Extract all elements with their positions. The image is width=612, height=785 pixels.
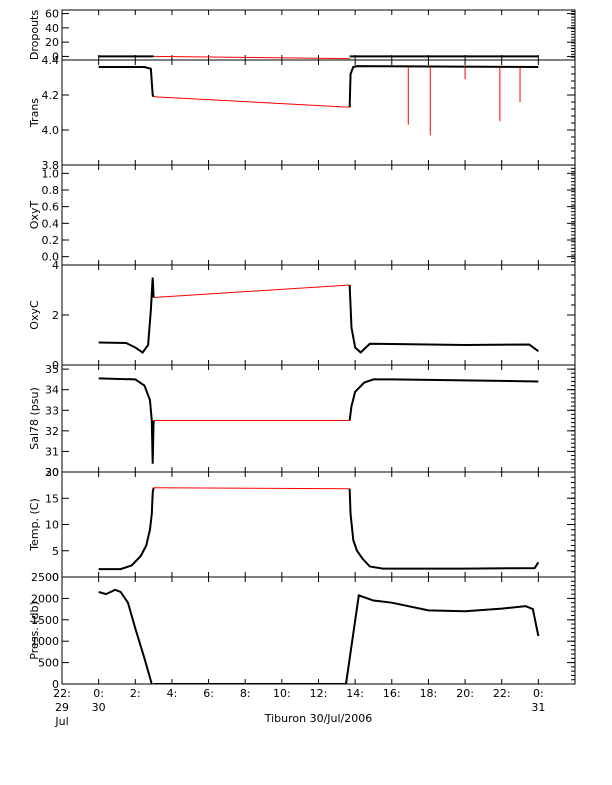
panel-frame-1 [61, 59, 576, 166]
y-axis-label: OxyC [28, 300, 41, 330]
y-tick-label: 15 [45, 492, 59, 505]
y-tick-label: 4.4 [42, 54, 60, 67]
x-tick-label: 2: [130, 687, 141, 700]
y-tick-label: 10 [45, 519, 59, 532]
x-tick-label: 31 [531, 701, 545, 714]
y-tick-label: 35 [45, 363, 59, 376]
x-tick-label: 12: [310, 687, 328, 700]
x-tick-label: 16: [383, 687, 401, 700]
y-axis-label: Dropouts [28, 10, 41, 60]
y-tick-label: 0 [52, 678, 59, 691]
interp-line-0-0 [153, 55, 350, 60]
y-tick-label: 34 [45, 384, 59, 397]
panel-frame-5 [61, 471, 576, 578]
y-tick-label: 0.6 [42, 201, 60, 214]
y-tick-label: 0 [52, 359, 59, 372]
x-tick-label: 0: [533, 687, 544, 700]
y-tick-label: 2 [52, 309, 59, 322]
y-tick-label: 0 [52, 571, 59, 584]
y-tick-label: 1500 [31, 614, 59, 627]
y-tick-label: 40 [45, 22, 59, 35]
series-line-1-1 [348, 65, 539, 108]
y-axis-label: Sal78 (psu) [28, 387, 41, 450]
x-tick-label: 0: [93, 687, 104, 700]
y-axis-label: Trans [28, 98, 41, 128]
series-line-1-0 [98, 66, 155, 98]
y-tick-label: 4.0 [42, 124, 60, 137]
x-tick-label: 4: [167, 687, 178, 700]
y-tick-label: 33 [45, 404, 59, 417]
y-tick-label: 5 [52, 545, 59, 558]
interp-line-3-0 [153, 284, 350, 298]
panel-frame-2 [61, 164, 576, 266]
x-tick-label: 14: [346, 687, 364, 700]
series-line-3-1 [348, 284, 539, 354]
series-line-4-0 [98, 377, 155, 464]
y-tick-label: 0.8 [42, 184, 60, 197]
x-tick-label: 22: [493, 687, 511, 700]
y-tick-label: 2000 [31, 592, 59, 605]
panel-frame-6 [61, 576, 576, 685]
y-tick-label: 0 [52, 50, 59, 63]
series-line-3-0 [98, 277, 155, 354]
y-tick-label: 0.2 [42, 234, 60, 247]
panel-frame-0 [61, 9, 576, 61]
x-tick-label: 10: [273, 687, 291, 700]
series-line-6-0 [98, 588, 153, 684]
y-tick-label: 20 [45, 36, 59, 49]
y-tick-label: 1.0 [42, 167, 60, 180]
y-tick-label: 4 [52, 259, 59, 272]
y-tick-label: 20 [45, 466, 59, 479]
x-tick-label: 8: [240, 687, 251, 700]
y-tick-label: 2500 [31, 571, 59, 584]
x-tick-label: Jul [54, 715, 68, 728]
y-tick-label: 32 [45, 425, 59, 438]
series-line-5-1 [348, 488, 540, 570]
y-tick-label: 4.2 [42, 89, 60, 102]
interp-line-1-0 [153, 96, 350, 108]
x-tick-label: 20: [456, 687, 474, 700]
x-tick-label: 22: [53, 687, 71, 700]
x-tick-label: 30 [92, 701, 106, 714]
y-tick-label: 31 [45, 445, 59, 458]
y-tick-label: 60 [45, 8, 59, 21]
series-line-4-1 [348, 378, 539, 421]
y-tick-label: 0.4 [42, 217, 60, 230]
x-tick-label: 6: [203, 687, 214, 700]
x-tick-label: 29 [55, 701, 69, 714]
y-tick-label: 1000 [31, 635, 59, 648]
y-axis-label: Temp. (C) [28, 498, 41, 552]
y-tick-label: 500 [38, 657, 59, 670]
y-tick-label: 30 [45, 466, 59, 479]
x-tick-label: 18: [420, 687, 438, 700]
x-axis-label: Tiburon 30/Jul/2006 [264, 712, 373, 725]
y-tick-label: 0.0 [42, 251, 60, 264]
y-tick-label: 3.8 [42, 159, 60, 172]
y-axis-label: OxyT [28, 201, 41, 230]
interp-line-5-0 [153, 487, 350, 490]
y-axis-label: Press. (db) [28, 601, 41, 660]
series-line-6-2 [344, 594, 540, 684]
series-line-5-0 [98, 487, 155, 571]
